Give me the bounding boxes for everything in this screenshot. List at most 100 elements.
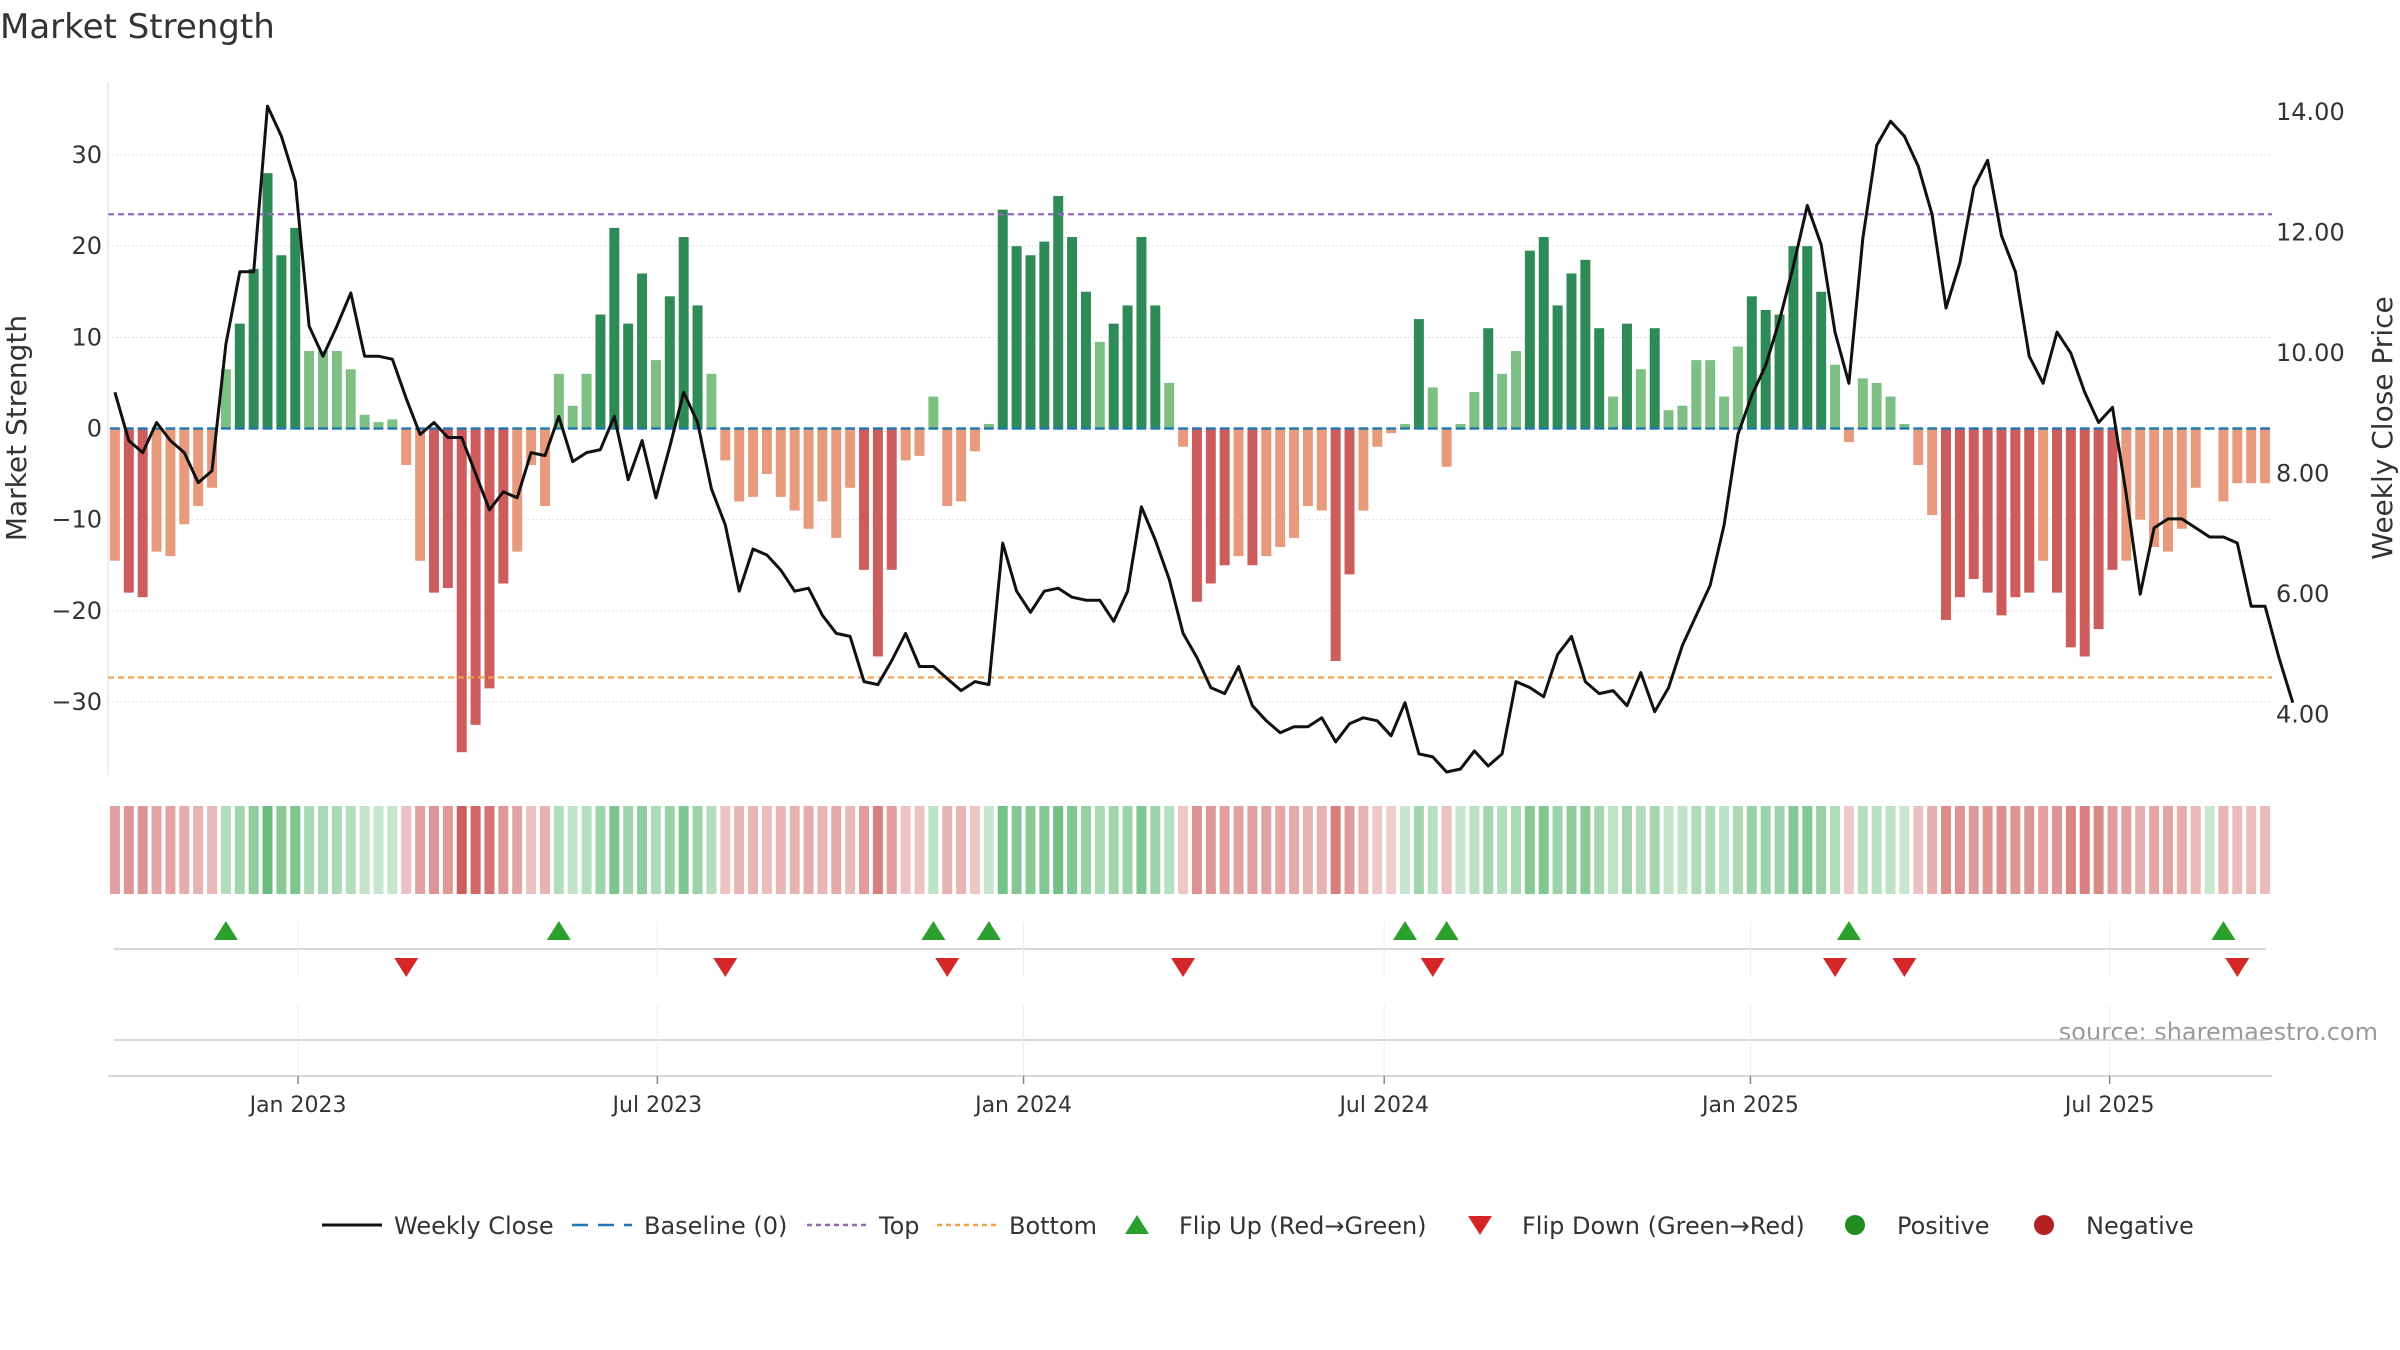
heat-cell (1330, 806, 1341, 894)
strength-bar (2065, 428, 2076, 648)
heat-cell (1871, 806, 1882, 894)
heat-cell (595, 806, 606, 894)
heat-cell (1497, 806, 1508, 894)
heat-cell (1275, 806, 1286, 894)
heat-cell (720, 806, 731, 894)
strength-bar (706, 373, 717, 429)
strength-bar (165, 428, 176, 557)
heat-cell (1538, 806, 1549, 894)
strength-bar (401, 428, 412, 465)
strength-bar (789, 428, 800, 511)
strength-bar (1774, 314, 1785, 429)
y-tick-label: −10 (51, 506, 102, 534)
heat-cell (1053, 806, 1064, 894)
heat-cell (1510, 806, 1521, 894)
heat-cell (2149, 806, 2160, 894)
heat-cell (1566, 806, 1577, 894)
strength-bar (1802, 246, 1813, 429)
axes: 30 20 10 0 −10 −20 −30 14.00 12.00 10.00 8.00 6.00 4… (0, 82, 2399, 775)
heat-cell (1857, 806, 1868, 894)
strength-bar (539, 428, 550, 507)
heat-cell (872, 806, 883, 894)
y-tick-label: −30 (51, 688, 102, 716)
heat-cell (1663, 806, 1674, 894)
y2-tick-label: 12.00 (2276, 219, 2345, 247)
flip-up-marker (2211, 921, 2236, 940)
strength-bar (748, 428, 759, 497)
heat-cell (2162, 806, 2173, 894)
strength-bar (1094, 341, 1105, 429)
strength-bar (1372, 428, 1383, 447)
strength-bar (1108, 323, 1119, 429)
heat-cell (775, 806, 786, 894)
heat-cell (1705, 806, 1716, 894)
strength-bar (123, 428, 134, 593)
heat-cell (1635, 806, 1646, 894)
heat-cell (1191, 806, 1202, 894)
strength-bar (1150, 305, 1161, 429)
strength-bar (845, 428, 856, 488)
legend-label: Baseline (0) (644, 1212, 787, 1240)
strength-bar (1233, 428, 1244, 557)
strength-bar (2038, 428, 2049, 561)
y2-tick-label: 8.00 (2276, 460, 2329, 488)
strength-bar (1067, 237, 1078, 429)
strength-bar (1122, 305, 1133, 429)
strength-bar (1302, 428, 1313, 507)
strength-bar (1191, 428, 1202, 602)
heat-cell (1247, 806, 1258, 894)
strength-bar (1705, 360, 1716, 429)
strength-bar (2260, 428, 2271, 484)
legend-label: Negative (2086, 1212, 2194, 1240)
y2-tick-label: 6.00 (2276, 580, 2329, 608)
strength-bar (1566, 273, 1577, 429)
heat-cell (2079, 806, 2090, 894)
y2-tick-label: 14.00 (2276, 98, 2345, 126)
strength-bar (2218, 428, 2229, 502)
heat-cell (553, 806, 564, 894)
strength-bar (886, 428, 897, 570)
heat-cell (456, 806, 467, 894)
strength-bar (442, 428, 453, 589)
heat-cell (165, 806, 176, 894)
strength-bar (1954, 428, 1965, 598)
heat-cell (914, 806, 925, 894)
heat-cell (928, 806, 939, 894)
heat-cell (1219, 806, 1230, 894)
heat-cell (2135, 806, 2146, 894)
strength-bar (1788, 246, 1799, 429)
strength-bar (512, 428, 523, 552)
strength-bar (1691, 360, 1702, 429)
heat-cell (151, 806, 162, 894)
heat-cell (1927, 806, 1938, 894)
legend: Weekly Close Baseline (0) Top Bottom Flip Up… (322, 1212, 2194, 1240)
y2-tick-label: 10.00 (2276, 339, 2345, 367)
strength-bar (1386, 428, 1397, 434)
strength-bar (1830, 364, 1841, 429)
strength-bar (1330, 428, 1341, 662)
strength-bar (956, 428, 967, 502)
strength-heat-strip (109, 806, 2271, 894)
strength-bar (2010, 428, 2021, 598)
heat-cell (401, 806, 412, 894)
strength-bar (1136, 237, 1147, 429)
heat-cell (997, 806, 1008, 894)
heat-cell (1136, 806, 1147, 894)
strength-bar (1996, 428, 2007, 616)
weekly-close-line (113, 104, 2295, 774)
flip-up-marker (213, 921, 238, 940)
heat-cell (734, 806, 745, 894)
strength-bar (637, 273, 648, 429)
strength-bar (1608, 396, 1619, 429)
heat-cell (428, 806, 439, 894)
strength-bar (262, 173, 273, 429)
flip-down-marker (713, 958, 738, 977)
x-tick-label: Jan 2024 (973, 1093, 1072, 1118)
strength-bars (109, 173, 2271, 753)
heat-cell (1719, 806, 1730, 894)
legend-label: Flip Down (Green→Red) (1522, 1212, 1805, 1240)
heat-cell (1594, 806, 1605, 894)
heat-cell (387, 806, 398, 894)
strength-bar (1663, 410, 1674, 429)
strength-bar (1941, 428, 1952, 620)
